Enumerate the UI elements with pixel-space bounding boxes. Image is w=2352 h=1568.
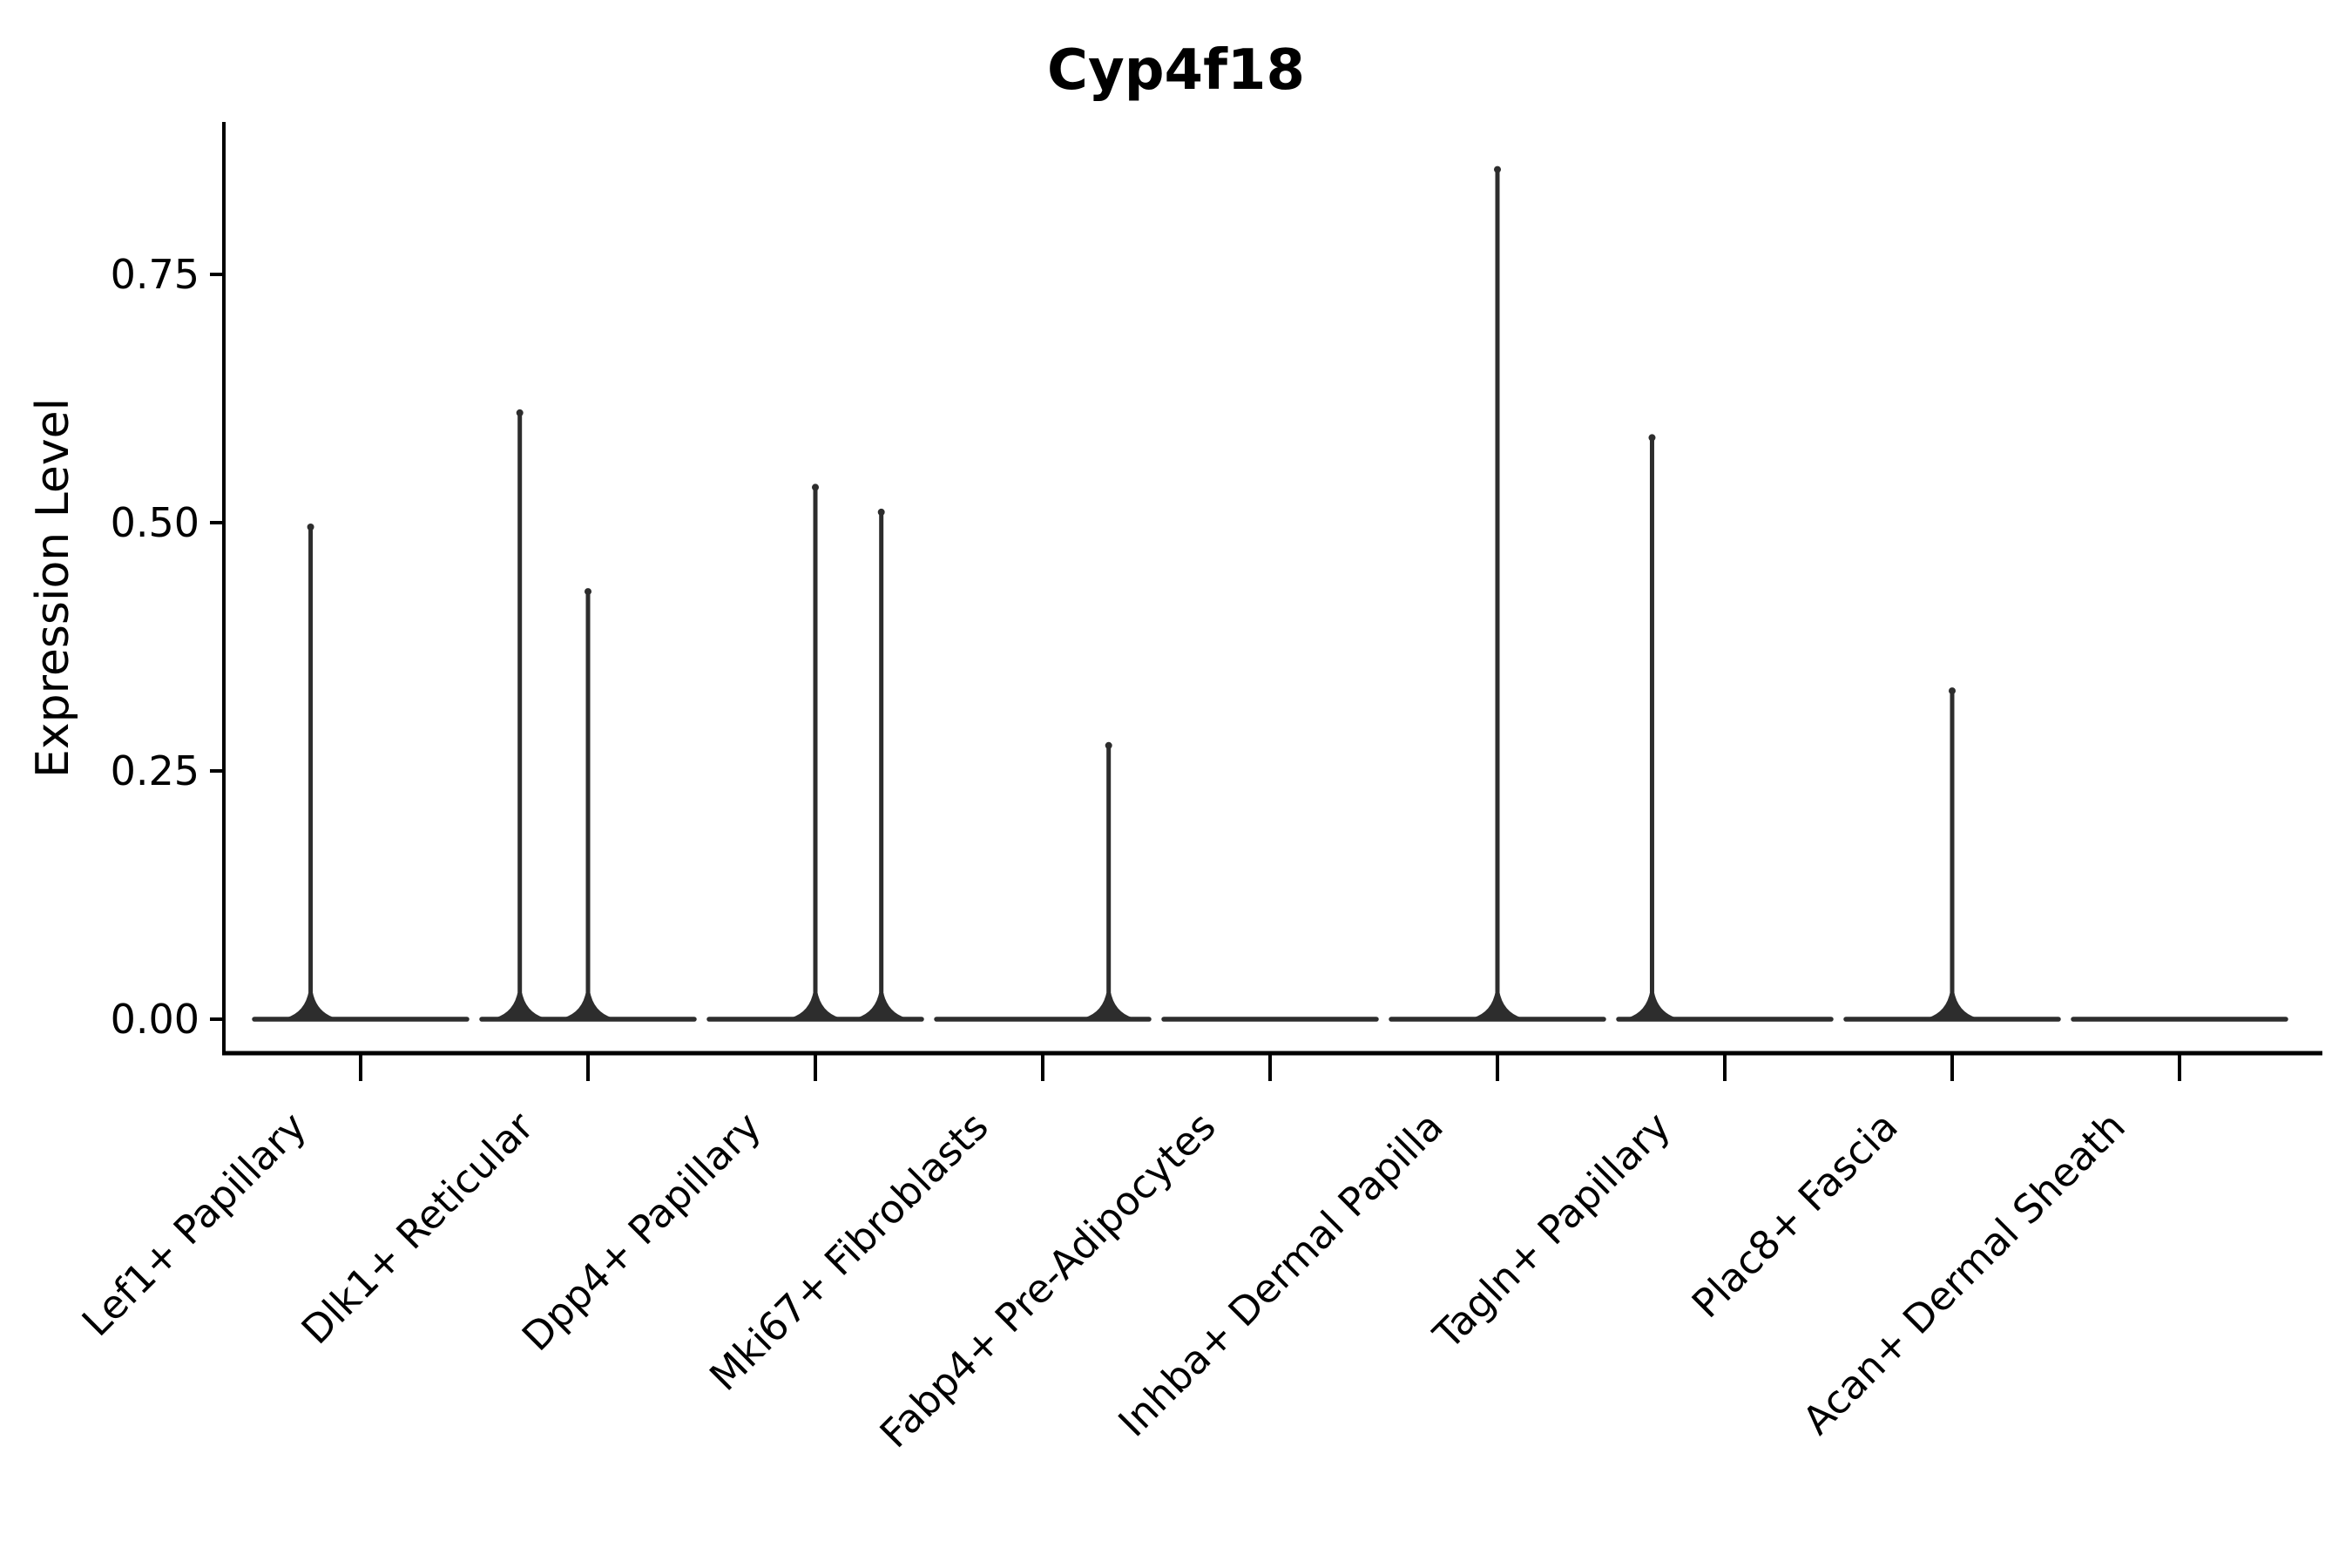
violin-spike-tip [1949,687,1956,695]
violin-spike-tip [1648,434,1656,442]
violin-spike-tip [516,409,524,416]
x-tick-label: Dlk1+ Reticular [293,1103,543,1353]
x-tick-label: Tagln+ Papillary [1424,1103,1680,1358]
violin-spike-tip [812,483,819,491]
violin-spike-tip [1105,741,1112,749]
violin-spike-base [1622,993,1682,1019]
violin-spike-tip [877,508,885,516]
x-tick-label: Plac8+ Fascia [1683,1103,1907,1327]
y-tick-label: 0.75 [111,251,199,298]
violin-spike-base [280,993,341,1019]
violin-spike-base [1923,993,1982,1019]
y-tick-label: 0.25 [111,747,199,794]
violin-spike-base [558,993,618,1019]
violin-spike-tip [307,524,314,531]
violin-spike-tip [1494,166,1501,173]
violin-spike-base [490,993,550,1019]
violin-spike-base [1468,993,1527,1019]
y-axis-title: Expression Level [27,398,79,778]
violin-spike-base [1078,993,1139,1019]
violin-spike-base [851,993,911,1019]
chart-title: Cyp4f18 [1047,38,1305,103]
violin-spike-tip [585,588,591,596]
violin-spike-base [786,993,845,1019]
x-tick-label: Dpp4+ Papillary [513,1103,770,1360]
y-tick-label: 0.00 [111,996,199,1043]
x-tick-label: Lef1+ Papillary [73,1103,315,1345]
y-tick-label: 0.50 [111,499,199,546]
